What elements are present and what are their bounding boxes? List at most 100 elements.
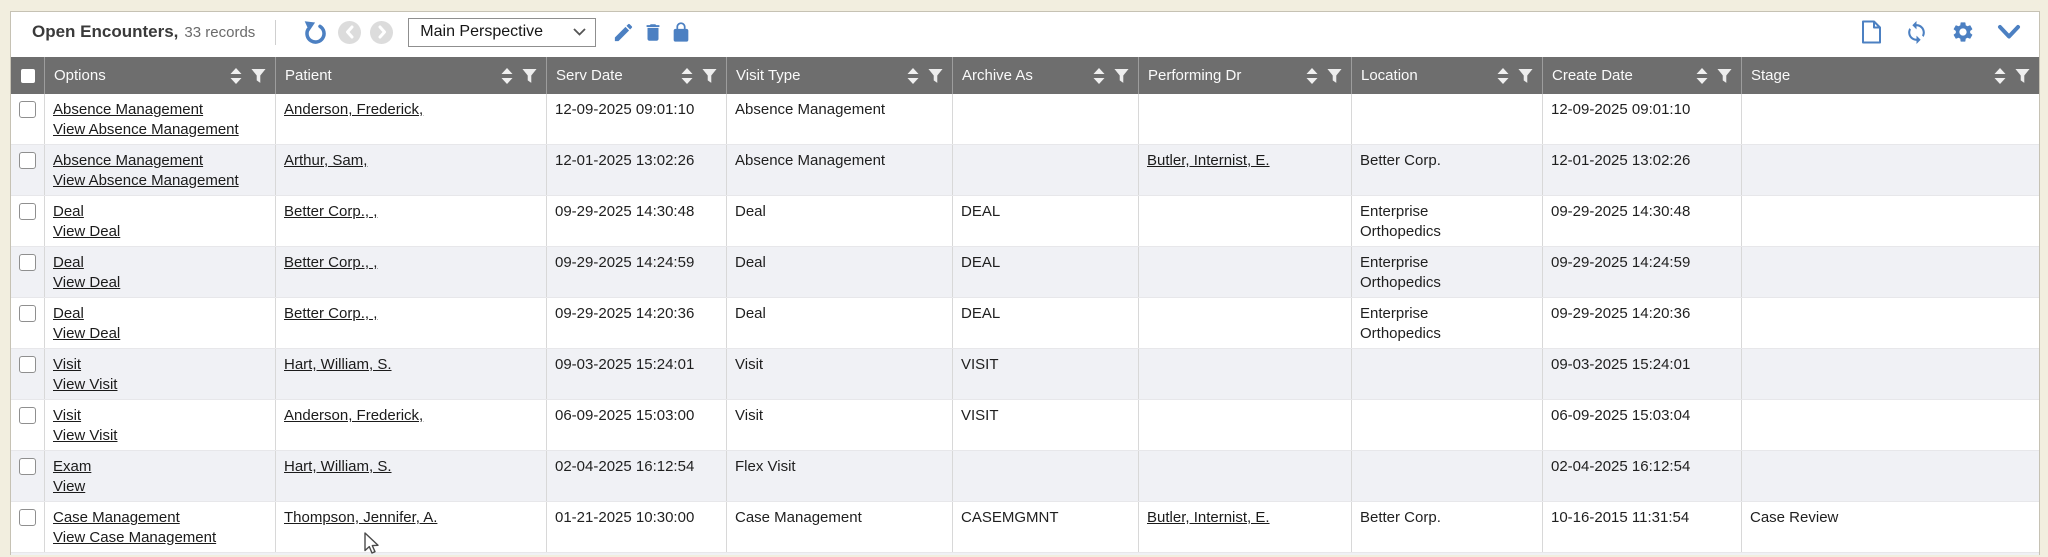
column-header-archive_as[interactable]: Archive As	[953, 57, 1139, 94]
row-checkbox[interactable]	[19, 458, 36, 475]
patient-link[interactable]: Better Corp., ,	[284, 254, 378, 271]
encounter-link[interactable]: Deal	[53, 254, 84, 271]
encounter-link[interactable]: Visit	[53, 407, 82, 424]
sort-icon[interactable]	[1696, 67, 1708, 84]
filter-icon[interactable]	[1717, 68, 1732, 84]
delete-perspective-button[interactable]	[642, 21, 664, 44]
stage-cell: Case Review	[1750, 509, 1839, 526]
view-encounter-link[interactable]: View Deal	[53, 222, 121, 240]
performing-dr-cell	[1139, 298, 1352, 348]
filter-icon[interactable]	[251, 68, 266, 84]
toolbar-divider	[275, 19, 277, 45]
stage-cell	[1742, 349, 2039, 399]
filter-icon[interactable]	[522, 68, 537, 84]
row-checkbox[interactable]	[19, 203, 36, 220]
encounter-link[interactable]: Case Management	[53, 509, 180, 526]
serv-date-cell: 06-09-2025 15:03:00	[547, 400, 727, 450]
encounter-link[interactable]: Deal	[53, 203, 84, 220]
new-record-button[interactable]	[1861, 20, 1882, 44]
row-checkbox[interactable]	[19, 152, 36, 169]
sort-icon[interactable]	[1497, 67, 1509, 84]
filter-icon[interactable]	[1518, 68, 1533, 84]
column-header-location[interactable]: Location	[1352, 57, 1543, 94]
encounter-link[interactable]: Absence Management	[53, 101, 204, 118]
column-header-serv_date[interactable]: Serv Date	[547, 57, 727, 94]
view-encounter-link[interactable]: View Deal	[53, 273, 121, 291]
nav-forward-button[interactable]	[370, 20, 394, 44]
settings-button[interactable]	[1951, 20, 1975, 44]
filter-icon[interactable]	[702, 68, 717, 84]
sort-icon[interactable]	[230, 67, 242, 84]
checkbox-cell	[11, 502, 45, 552]
sort-icon[interactable]	[501, 67, 513, 84]
filter-icon[interactable]	[1327, 68, 1342, 84]
stage-cell	[1742, 196, 2039, 246]
location-cell: Enterprise Orthopedics	[1352, 196, 1543, 246]
row-checkbox[interactable]	[19, 509, 36, 526]
view-encounter-link[interactable]: View Deal	[53, 324, 121, 342]
patient-link[interactable]: Better Corp., ,	[284, 203, 378, 220]
sort-icon[interactable]	[1093, 67, 1105, 84]
performing-dr-link[interactable]: Butler, Internist, E.	[1147, 152, 1270, 169]
row-checkbox[interactable]	[19, 407, 36, 424]
column-header-patient[interactable]: Patient	[276, 57, 547, 94]
patient-link[interactable]: Anderson, Frederick,	[284, 101, 424, 118]
sort-icon[interactable]	[907, 67, 919, 84]
refresh-button[interactable]	[1904, 20, 1929, 45]
performing-dr-link[interactable]: Butler, Internist, E.	[1147, 509, 1270, 526]
column-header-stage[interactable]: Stage	[1742, 57, 2039, 94]
header-icons	[899, 67, 943, 84]
column-header-visit_type[interactable]: Visit Type	[727, 57, 953, 94]
patient-link[interactable]: Arthur, Sam,	[284, 152, 368, 169]
header-icons	[1986, 67, 2030, 84]
row-checkbox[interactable]	[19, 356, 36, 373]
sort-icon[interactable]	[681, 67, 693, 84]
sort-icon[interactable]	[1994, 67, 2006, 84]
filter-icon[interactable]	[2015, 68, 2030, 84]
create-date-cell: 12-09-2025 09:01:10	[1543, 94, 1742, 144]
sort-icon[interactable]	[1306, 67, 1318, 84]
encounter-link[interactable]: Deal	[53, 305, 84, 322]
patient-cell: Anderson, Frederick,	[276, 94, 547, 144]
checkbox-cell	[11, 247, 45, 297]
patient-link[interactable]: Anderson, Frederick,	[284, 407, 424, 424]
view-encounter-link[interactable]: View Visit	[53, 375, 118, 393]
header-icons	[673, 67, 717, 84]
column-header-performing_dr[interactable]: Performing Dr	[1139, 57, 1352, 94]
lock-perspective-button[interactable]	[670, 21, 692, 44]
view-encounter-link[interactable]: View	[53, 477, 86, 495]
undo-button[interactable]	[302, 19, 329, 46]
column-header-options[interactable]: Options	[45, 57, 276, 94]
encounter-link[interactable]: Exam	[53, 458, 92, 475]
table-row: Absence Management View Absence Managemen…	[11, 145, 2039, 196]
collapse-button[interactable]	[1997, 23, 2021, 41]
encounter-link[interactable]: Absence Management	[53, 152, 204, 169]
view-encounter-link[interactable]: View Visit	[53, 426, 118, 444]
row-checkbox[interactable]	[19, 254, 36, 271]
visit-type-cell: Visit	[727, 349, 953, 399]
nav-back-button[interactable]	[338, 20, 362, 44]
create-date-cell: 10-16-2015 11:31:54	[1543, 502, 1742, 552]
edit-perspective-button[interactable]	[612, 21, 635, 44]
stage-cell	[1742, 298, 2039, 348]
view-encounter-link[interactable]: View Absence Management	[53, 171, 239, 189]
options-cell: Deal View Deal	[45, 247, 276, 297]
patient-link[interactable]: Hart, William, S.	[284, 356, 392, 373]
table-row: Deal View Deal Better Corp., , 09-29-2025 1…	[11, 196, 2039, 247]
view-encounter-link[interactable]: View Case Management	[53, 528, 217, 546]
patient-link[interactable]: Better Corp., ,	[284, 305, 378, 322]
filter-icon[interactable]	[928, 68, 943, 84]
patient-link[interactable]: Hart, William, S.	[284, 458, 392, 475]
column-header-create_date[interactable]: Create Date	[1543, 57, 1742, 94]
filter-icon[interactable]	[1114, 68, 1129, 84]
select-all-checkbox[interactable]	[11, 57, 45, 94]
patient-cell: Better Corp., ,	[276, 247, 547, 297]
patient-link[interactable]: Thompson, Jennifer, A.	[284, 509, 438, 526]
row-checkbox[interactable]	[19, 101, 36, 118]
header-icons	[493, 67, 537, 84]
perspective-select[interactable]: Main Perspective	[408, 17, 597, 47]
view-encounter-link[interactable]: View Absence Management	[53, 120, 239, 138]
encounter-link[interactable]: Visit	[53, 356, 82, 373]
refresh-icon	[1908, 20, 1925, 44]
row-checkbox[interactable]	[19, 305, 36, 322]
